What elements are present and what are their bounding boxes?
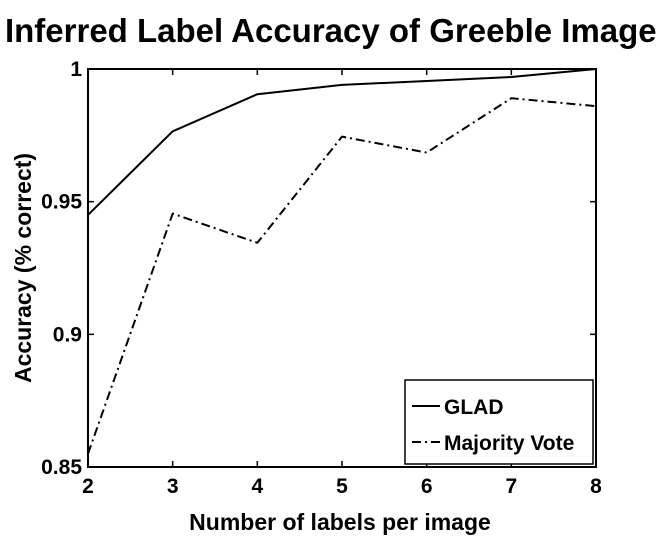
y-axis-label: Accuracy (% correct) <box>10 153 36 383</box>
legend-label: GLAD <box>444 396 504 419</box>
y-tick-label: 1 <box>70 58 82 81</box>
x-axis-label: Number of labels per image <box>189 509 491 535</box>
x-tick-label: 5 <box>336 475 348 498</box>
x-tick-label: 3 <box>167 475 179 498</box>
y-tick-label: 0.9 <box>53 323 82 346</box>
chart-legend: GLAD Majority Vote <box>404 379 594 465</box>
x-tick-label: 8 <box>590 475 602 498</box>
chart-title: Inferred Label Accuracy of Greeble Image… <box>5 12 656 49</box>
x-axis-ticks: 2 3 4 5 6 7 8 <box>82 69 602 498</box>
y-tick-label: 0.95 <box>41 191 82 214</box>
y-axis-ticks: 0.85 0.9 0.95 1 <box>41 58 596 479</box>
series-line-glad <box>87 68 597 216</box>
series-line-majority-vote <box>87 97 597 455</box>
series-lines <box>87 68 597 455</box>
x-tick-label: 4 <box>251 475 263 498</box>
x-tick-label: 6 <box>421 475 433 498</box>
legend-label: Majority Vote <box>444 432 574 455</box>
x-tick-label: 7 <box>505 475 517 498</box>
legend-box <box>404 379 594 465</box>
x-tick-label: 2 <box>82 475 94 498</box>
y-tick-label: 0.85 <box>41 456 82 479</box>
